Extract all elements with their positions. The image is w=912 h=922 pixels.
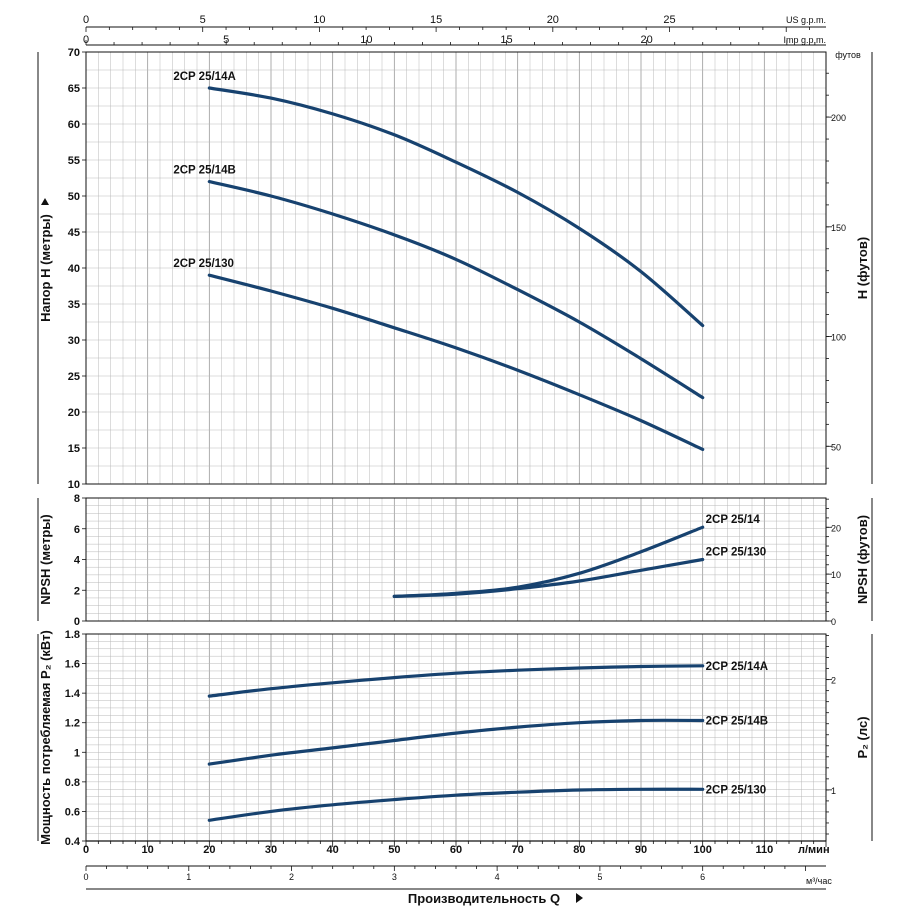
power-left-tick-label: 0.4 — [65, 836, 81, 848]
npsh-series-label: 2CP 25/130 — [706, 547, 767, 559]
lmin-tick-label: 0 — [83, 844, 89, 856]
head-left-tick-label: 55 — [68, 155, 80, 167]
power-right-tick-label: 1 — [831, 786, 836, 796]
head-series-line — [207, 273, 705, 451]
xlabel: Производительность Q — [408, 891, 560, 906]
head-right-tick-label: 200 — [831, 113, 846, 123]
m3h-tick-label: 2 — [289, 872, 294, 882]
npsh-left-tick-label: 2 — [74, 585, 80, 597]
head-right-tick-label: 150 — [831, 223, 846, 233]
lmin-tick-label: 20 — [203, 844, 215, 856]
npsh-series-line — [392, 557, 705, 598]
imp-gpm-tick-label: 20 — [641, 34, 653, 46]
npsh-ylabel-left: NPSH (метры) — [38, 514, 53, 604]
lmin-tick-label: 50 — [388, 844, 400, 856]
power-left-tick-label: 1 — [74, 747, 80, 759]
m3h-label: м³/час — [806, 876, 832, 886]
us-gpm-tick-label: 5 — [200, 14, 206, 26]
power-left-tick-label: 1.2 — [65, 718, 80, 730]
head-series-line — [207, 86, 705, 328]
lmin-tick-label: 10 — [142, 844, 154, 856]
m3h-tick-label: 0 — [83, 872, 88, 882]
imp-gpm-label: Imp g.p.m. — [783, 35, 826, 45]
power-left-tick-label: 1.8 — [65, 629, 80, 641]
us-gpm-label: US g.p.m. — [786, 15, 826, 25]
head-left-tick-label: 45 — [68, 227, 80, 239]
us-gpm-tick-label: 15 — [430, 14, 442, 26]
npsh-ylabel-right: NPSH (футов) — [855, 515, 870, 604]
power-series-label: 2CP 25/130 — [706, 784, 767, 796]
head-left-tick-label: 15 — [68, 443, 80, 455]
imp-gpm-tick-label: 0 — [83, 34, 89, 46]
m3h-tick-label: 6 — [700, 872, 705, 882]
lmin-tick-label: 90 — [635, 844, 647, 856]
axis-layer — [37, 26, 873, 903]
head-right-tick-label: 50 — [831, 442, 841, 452]
m3h-tick-label: 1 — [186, 872, 191, 882]
head-left-tick-label: 25 — [68, 371, 80, 383]
npsh-left-tick-label: 8 — [74, 493, 80, 505]
power-series-line — [207, 787, 705, 822]
head-right-tick-label: 100 — [831, 333, 846, 343]
power-left-tick-label: 1.6 — [65, 659, 80, 671]
curve-layer — [207, 86, 705, 822]
head-left-tick-label: 30 — [68, 335, 80, 347]
head-series-label: 2CP 25/130 — [173, 258, 234, 270]
us-gpm-tick-label: 10 — [313, 14, 325, 26]
power-series-label: 2CP 25/14A — [706, 661, 768, 673]
lmin-tick-label: 110 — [755, 844, 773, 856]
us-gpm-tick-label: 0 — [83, 14, 89, 26]
lmin-label: л/мин — [798, 844, 830, 856]
head-series-label: 2CP 25/14A — [173, 71, 235, 83]
imp-gpm-tick-label: 5 — [223, 34, 229, 46]
power-left-tick-label: 0.8 — [65, 777, 80, 789]
us-gpm-tick-label: 25 — [663, 14, 675, 26]
npsh-left-tick-label: 6 — [74, 524, 80, 536]
text-layer: 0 5 10 15 20 25 US g.p.m.0 5 10 15 20 Imp g.p.m.706… — [38, 14, 870, 906]
power-series-line — [207, 718, 705, 766]
xlabel-arrow-icon — [576, 893, 583, 903]
lmin-tick-label: 80 — [573, 844, 585, 856]
imp-gpm-tick-label: 15 — [500, 34, 512, 46]
ylabel-arrow-icon — [41, 198, 49, 205]
head-left-tick-label: 70 — [68, 47, 80, 59]
power-ylabel-left: Мощность потребляемая P₂ (кВт) — [38, 630, 53, 845]
imp-gpm-tick-label: 10 — [360, 34, 372, 46]
power-left-tick-label: 0.6 — [65, 806, 80, 818]
us-gpm-tick-label: 20 — [547, 14, 559, 26]
npsh-series-label: 2CP 25/14 — [706, 514, 761, 526]
npsh-right-tick-label: 0 — [831, 617, 836, 627]
head-left-tick-label: 35 — [68, 299, 80, 311]
m3h-tick-label: 5 — [597, 872, 602, 882]
lmin-tick-label: 40 — [327, 844, 339, 856]
lmin-tick-label: 30 — [265, 844, 277, 856]
power-series-label: 2CP 25/14B — [706, 715, 768, 727]
head-left-tick-label: 20 — [68, 407, 80, 419]
npsh-right-tick-label: 10 — [831, 570, 841, 580]
power-series-line — [207, 664, 705, 698]
head-ylabel-right: H (футов) — [855, 237, 870, 299]
power-ylabel-right: P₂ (лс) — [855, 716, 870, 758]
npsh-left-tick-label: 4 — [74, 555, 81, 567]
head-left-tick-label: 65 — [68, 83, 80, 95]
lmin-tick-label: 60 — [450, 844, 462, 856]
head-series-label: 2CP 25/14B — [173, 165, 235, 177]
m3h-tick-label: 3 — [392, 872, 397, 882]
npsh-right-tick-label: 20 — [831, 523, 841, 533]
m3h-tick-label: 4 — [495, 872, 500, 882]
lmin-tick-label: 70 — [512, 844, 524, 856]
head-series-line — [207, 180, 705, 400]
head-left-tick-label: 60 — [68, 119, 80, 131]
head-ylabel-left: Напор H (метры) — [38, 214, 53, 322]
head-left-tick-label: 10 — [68, 479, 80, 491]
head-left-tick-label: 50 — [68, 191, 80, 203]
power-right-tick-label: 2 — [831, 676, 836, 686]
head-left-tick-label: 40 — [68, 263, 80, 275]
lmin-tick-label: 100 — [693, 844, 711, 856]
npsh-left-tick-label: 0 — [74, 616, 80, 628]
head-right-unit: футов — [835, 50, 861, 60]
power-left-tick-label: 1.4 — [65, 688, 81, 700]
